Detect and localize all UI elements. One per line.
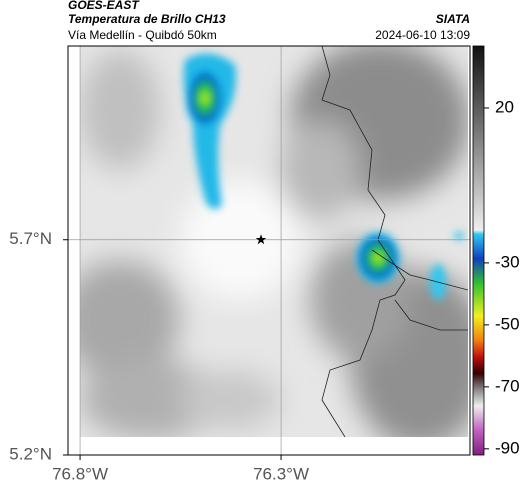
y-tick-label: 5.7°N xyxy=(9,229,52,248)
colorbar-tick-label: -30 xyxy=(495,252,520,271)
imagery xyxy=(80,46,468,437)
location-marker xyxy=(255,234,267,245)
product: Temperatura de Brillo CH13 xyxy=(68,12,226,26)
colorbar xyxy=(472,45,485,456)
satellite: GOES-EAST xyxy=(68,0,140,12)
agency: SIATA xyxy=(436,12,470,26)
colorbar-tick-label: -70 xyxy=(495,376,520,395)
x-tick-label: 76.8°W xyxy=(52,464,108,483)
y-tick-label: 5.2°N xyxy=(9,444,52,463)
colorbar-tick-label: 20 xyxy=(495,97,514,116)
timestamp: 2024-06-10 13:09 xyxy=(375,28,470,42)
route: Vía Medellín - Quibdó 50km xyxy=(68,28,217,42)
colorbar-tick-label: -50 xyxy=(495,314,520,333)
colorbar-tick-label: -90 xyxy=(495,438,520,457)
x-tick-label: 76.3°W xyxy=(253,464,309,483)
map-frame xyxy=(67,45,471,456)
